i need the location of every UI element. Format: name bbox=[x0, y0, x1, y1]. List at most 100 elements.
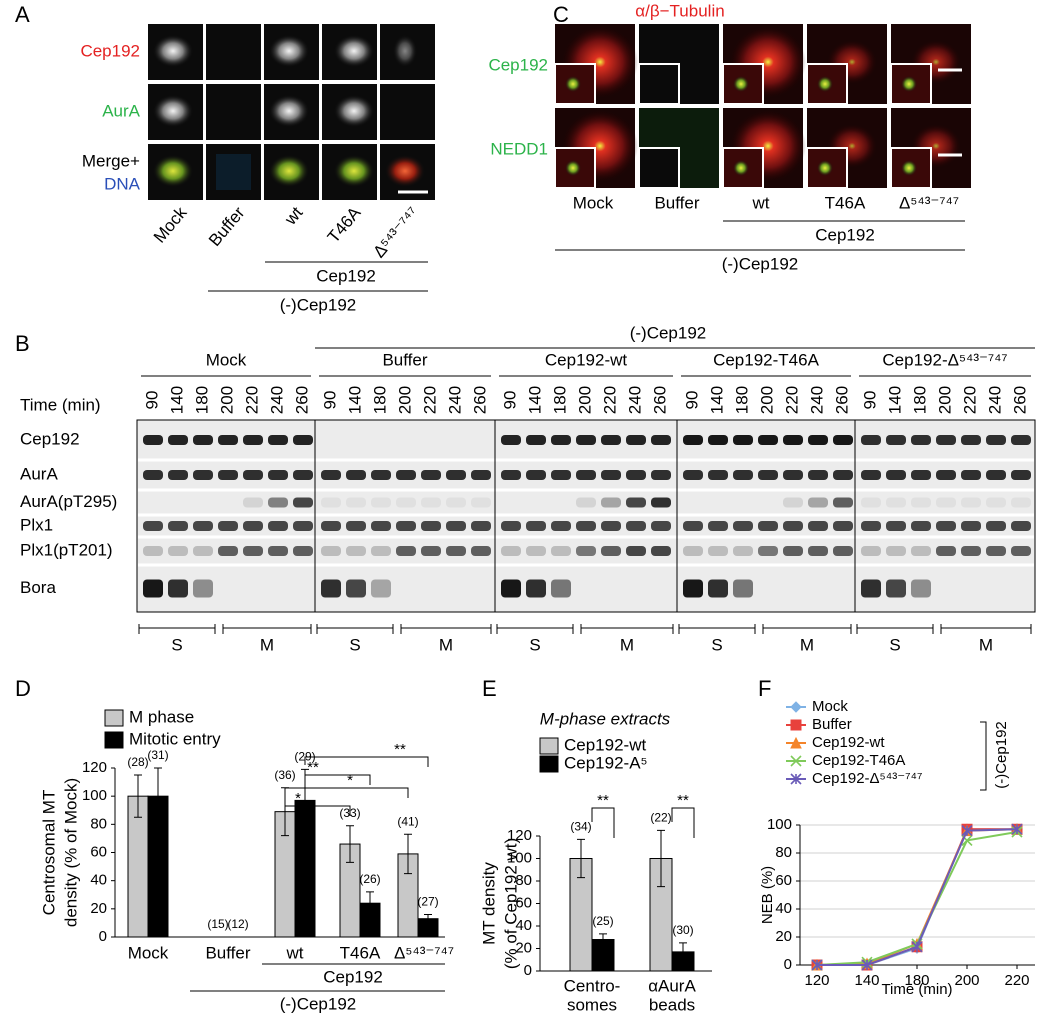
band bbox=[576, 435, 596, 445]
band bbox=[293, 497, 313, 508]
time-tick: 90 bbox=[682, 391, 701, 410]
time-tick: 140 bbox=[167, 386, 186, 414]
signal bbox=[334, 155, 374, 187]
time-tick: 140 bbox=[885, 386, 904, 414]
time-tick: 180 bbox=[550, 386, 569, 414]
x-tick-label: 120 bbox=[804, 972, 829, 989]
band bbox=[626, 435, 646, 445]
band bbox=[551, 579, 571, 598]
band bbox=[143, 546, 163, 556]
legend-label: Cep192-wt bbox=[812, 734, 885, 751]
band bbox=[911, 546, 931, 556]
legend-label: Cep192-T46A bbox=[812, 752, 905, 769]
band bbox=[551, 435, 571, 445]
x-tick-label: 180 bbox=[904, 972, 929, 989]
inset-signal bbox=[817, 160, 833, 176]
band bbox=[551, 521, 571, 531]
band bbox=[243, 470, 263, 480]
band bbox=[293, 546, 313, 556]
panel-label: A bbox=[15, 2, 30, 27]
header: (-)Cep192 bbox=[630, 323, 707, 342]
time-tick: 180 bbox=[370, 386, 389, 414]
band bbox=[861, 546, 881, 556]
band bbox=[911, 435, 931, 445]
phase-label: S bbox=[349, 635, 360, 654]
band bbox=[446, 546, 466, 556]
band bbox=[168, 521, 188, 531]
band bbox=[808, 435, 828, 445]
time-tick: 260 bbox=[470, 386, 489, 414]
band bbox=[783, 497, 803, 508]
band bbox=[733, 521, 753, 531]
band bbox=[708, 579, 728, 598]
sig-label: ** bbox=[394, 741, 406, 758]
band bbox=[886, 470, 906, 480]
band bbox=[961, 546, 981, 556]
time-tick: 220 bbox=[420, 386, 439, 414]
band bbox=[346, 497, 366, 508]
panel-label: E bbox=[482, 676, 497, 701]
band bbox=[268, 435, 288, 445]
signal bbox=[385, 155, 425, 187]
band bbox=[168, 470, 188, 480]
phase-bracket bbox=[762, 624, 852, 634]
band bbox=[268, 470, 288, 480]
error-bar bbox=[577, 838, 585, 879]
band bbox=[371, 579, 391, 598]
time-tick: 90 bbox=[142, 391, 161, 410]
band bbox=[601, 470, 621, 480]
x-tick-label: 140 bbox=[854, 972, 879, 989]
group-label: Mock bbox=[206, 350, 247, 369]
signal bbox=[153, 35, 193, 67]
band bbox=[371, 470, 391, 480]
band bbox=[293, 435, 313, 445]
band bbox=[783, 435, 803, 445]
time-tick: 260 bbox=[832, 386, 851, 414]
x-tick-label: Mock bbox=[128, 943, 169, 962]
band bbox=[808, 470, 828, 480]
band bbox=[886, 579, 906, 598]
band bbox=[733, 435, 753, 445]
band bbox=[683, 435, 703, 445]
inset-signal bbox=[733, 160, 749, 176]
count-label: (30) bbox=[672, 923, 693, 937]
signal bbox=[269, 95, 309, 127]
legend-marker bbox=[790, 701, 802, 713]
band bbox=[346, 470, 366, 480]
error-bar bbox=[424, 913, 432, 924]
band bbox=[218, 521, 238, 531]
error-bar bbox=[154, 767, 162, 825]
band bbox=[268, 521, 288, 531]
group-label: Cep192-T46A bbox=[713, 350, 820, 369]
time-tick: 90 bbox=[320, 391, 339, 410]
phase-bracket bbox=[580, 624, 674, 634]
band bbox=[733, 470, 753, 480]
band bbox=[936, 521, 956, 531]
y-tick-label: 0 bbox=[99, 928, 107, 945]
band bbox=[708, 546, 728, 556]
group-label: Cep192-wt bbox=[545, 350, 627, 369]
band bbox=[193, 579, 213, 598]
band bbox=[601, 521, 621, 531]
x-tick-label: wt bbox=[286, 943, 304, 962]
group-label: (-)Cep192 bbox=[722, 254, 799, 273]
marker bbox=[1011, 823, 1023, 835]
x-tick-label: αAurA bbox=[648, 976, 696, 995]
band bbox=[346, 579, 366, 598]
band bbox=[501, 470, 521, 480]
group-label: Cep192-Δ⁵⁴³⁻⁷⁴⁷ bbox=[882, 350, 1007, 369]
count-label: (27) bbox=[417, 895, 438, 909]
band bbox=[1011, 521, 1031, 531]
band bbox=[601, 546, 621, 556]
band bbox=[346, 521, 366, 531]
marker bbox=[861, 959, 873, 971]
x-tick-label: somes bbox=[567, 995, 617, 1014]
signal bbox=[334, 95, 374, 127]
band bbox=[526, 435, 546, 445]
band bbox=[526, 521, 546, 531]
marker bbox=[811, 959, 823, 971]
band bbox=[936, 546, 956, 556]
legend-label: Cep192-A⁵ bbox=[564, 753, 648, 772]
x-tick-label: Centro- bbox=[564, 976, 621, 995]
